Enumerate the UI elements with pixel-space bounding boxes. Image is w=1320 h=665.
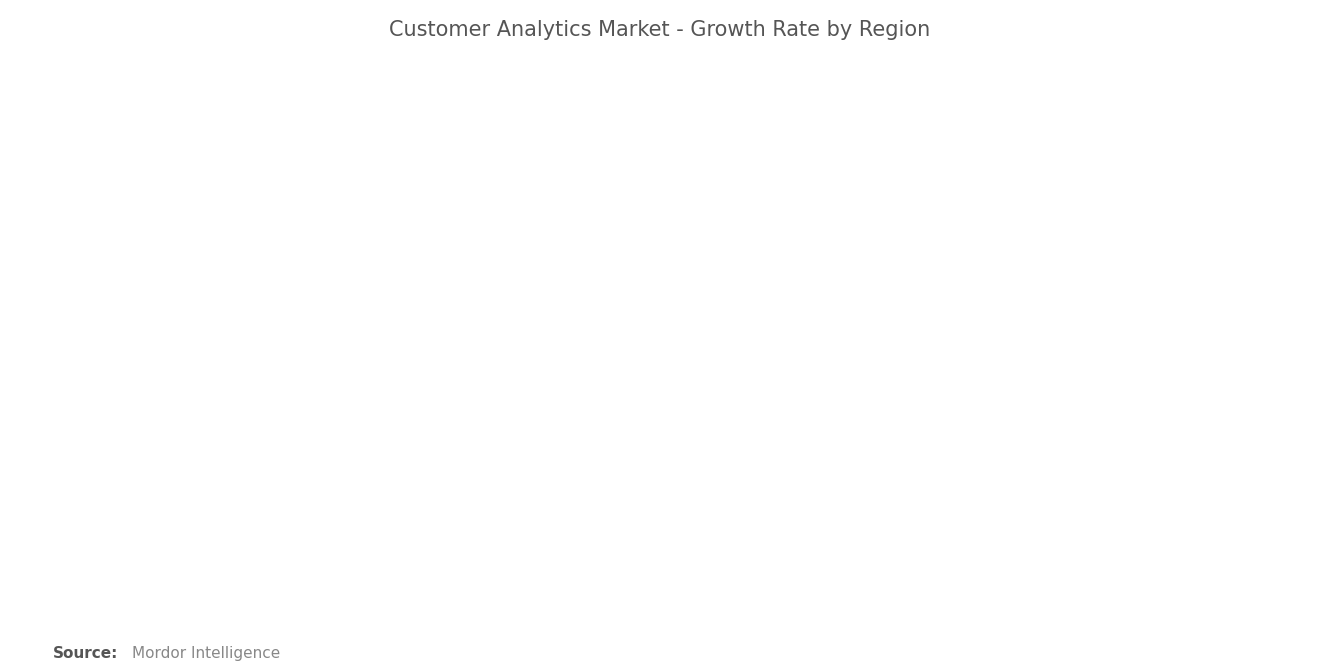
Text: Customer Analytics Market - Growth Rate by Region: Customer Analytics Market - Growth Rate … [389,20,931,40]
Text: Source:: Source: [53,646,119,662]
Text: Mordor Intelligence: Mordor Intelligence [132,646,280,662]
